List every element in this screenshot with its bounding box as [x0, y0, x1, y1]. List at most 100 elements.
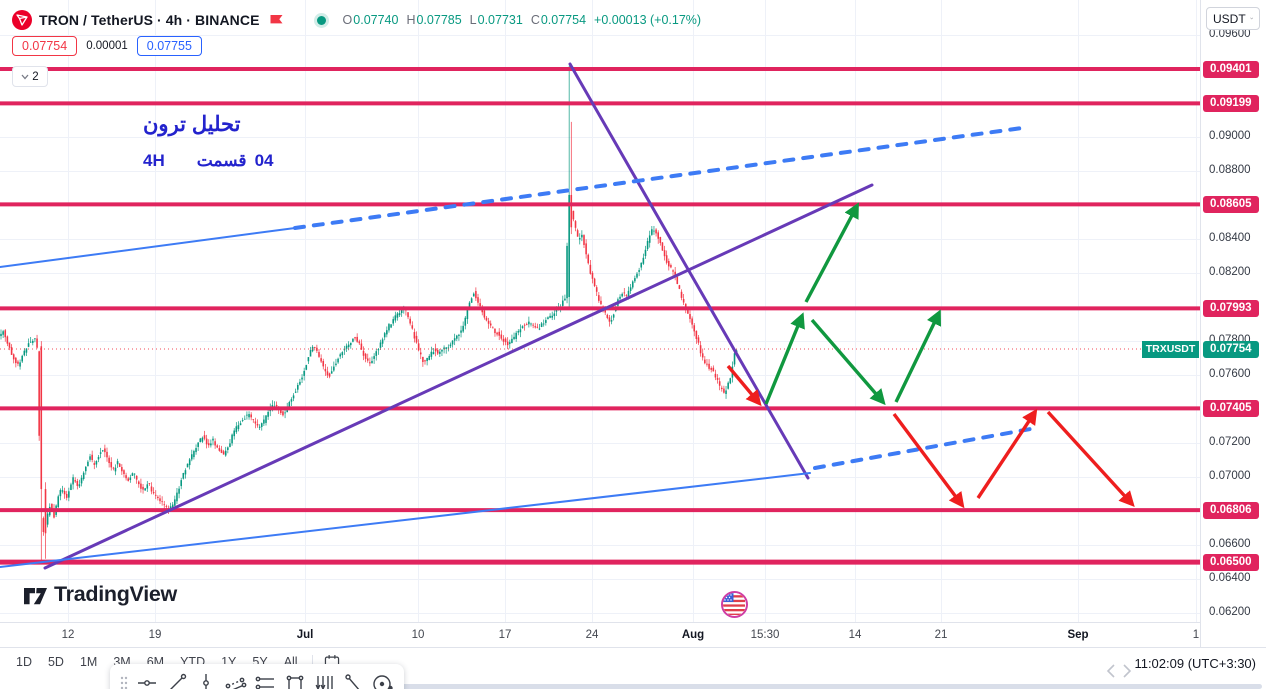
descending-breakdown-trendline[interactable] — [568, 62, 810, 480]
parallel-channel-tool-icon[interactable] — [224, 671, 247, 689]
ellipse-tool-icon[interactable] — [372, 671, 394, 689]
annotation-token-4h: 4H — [143, 151, 165, 170]
level-price-label: 0.07405 — [1203, 399, 1259, 417]
flagged-symbol-icon[interactable] — [269, 14, 284, 27]
range-button-1d[interactable]: 1D — [8, 652, 40, 672]
upper-channel-solid[interactable] — [0, 227, 296, 268]
market-status-icon[interactable] — [316, 15, 326, 25]
bid-ask-row: 0.07754 0.00001 0.07755 — [12, 36, 202, 56]
price-axis[interactable]: USDT 0.09600 0.09000 0.08800 0.08400 0.08200… — [1200, 0, 1266, 647]
price-axis-tick: 0.06600 — [1209, 538, 1251, 551]
tradingview-watermark[interactable]: TradingView — [22, 581, 177, 608]
price-range-tool-icon[interactable] — [283, 671, 305, 689]
price-axis-tick: 0.09000 — [1209, 130, 1251, 143]
chart-canvas[interactable] — [0, 0, 1200, 622]
change-value: +0.00013 (+0.17%) — [594, 13, 702, 27]
level-price-label: 0.09199 — [1203, 94, 1259, 112]
watermark-label: TradingView — [54, 582, 177, 606]
red-arrow-6[interactable] — [892, 412, 965, 509]
price-axis-tick: 0.06200 — [1209, 606, 1251, 619]
annotation-line1: تحلیل ترون — [143, 113, 241, 136]
chevron-left-icon[interactable] — [1106, 664, 1116, 678]
time-axis-tick: Sep — [1067, 629, 1089, 641]
time-axis-tick: 19 — [148, 629, 162, 641]
red-arrow-8[interactable] — [1046, 410, 1135, 508]
vertical-line-tool-icon[interactable] — [195, 671, 217, 689]
time-axis-tick: Jul — [296, 629, 314, 641]
time-axis-tick: 15:30 — [750, 629, 780, 641]
high-label: H — [406, 13, 416, 27]
sell-price-button[interactable]: 0.07754 — [12, 36, 78, 56]
open-value: 0.07740 — [353, 13, 399, 27]
clock[interactable]: 11:02:09 (UTC+3:30) — [1134, 656, 1256, 671]
current-symbol-tag: TRXUSDT — [1142, 340, 1200, 358]
chart-plot-area[interactable]: TradingView TRON / TetherUS · 4h · BINAN… — [0, 0, 1200, 622]
annotation-token-number: 04 — [254, 151, 274, 170]
horizontal-level-lines[interactable] — [0, 67, 1200, 565]
green-arrow-5[interactable] — [894, 309, 942, 403]
clock-time: 11:02:09 — [1134, 656, 1185, 671]
object-tree-toggle-button[interactable]: 2 — [12, 66, 48, 87]
spread-value: 0.00001 — [86, 40, 128, 52]
bottom-toolbar: 1D 5D 1M 3M 6M YTD 1Y 5Y All 11:02:09 (UTC+3:30) — [0, 647, 1266, 689]
economic-calendar-us-flag-icon[interactable] — [721, 591, 748, 618]
projection-arrows[interactable] — [726, 202, 1135, 509]
lower-channel-solid[interactable] — [0, 472, 811, 568]
close-label: C — [530, 13, 540, 27]
price-axis-tick: 0.06400 — [1209, 572, 1251, 585]
ray-tool-icon[interactable] — [342, 671, 364, 689]
annotation-token-word: قسمت — [196, 151, 247, 170]
red-arrow-7[interactable] — [976, 408, 1038, 499]
level-price-label: 0.08605 — [1203, 195, 1259, 213]
red-arrow-1[interactable] — [726, 364, 762, 407]
clock-timezone: (UTC+3:30) — [1187, 656, 1256, 671]
horizontal-ray-tool-icon[interactable] — [254, 671, 276, 689]
price-axis-tick: 0.07600 — [1209, 368, 1251, 381]
trend-line-tool-icon[interactable] — [166, 671, 188, 689]
range-button-5d[interactable]: 5D — [40, 652, 72, 672]
level-price-label: 0.06500 — [1203, 553, 1259, 571]
scale-reset-handles[interactable] — [1106, 664, 1132, 678]
time-axis-tick: Aug — [681, 629, 705, 641]
chevron-down-icon — [21, 74, 29, 79]
time-axis-tick: 12 — [61, 629, 75, 641]
toolbar-drag-handle-icon[interactable] — [118, 671, 129, 689]
floating-drawing-toolbar[interactable] — [110, 664, 404, 689]
price-axis-tick: 0.07000 — [1209, 470, 1251, 483]
price-axis-tick: 0.08200 — [1209, 266, 1251, 279]
close-value: 0.07754 — [540, 13, 587, 27]
price-axis-tick: 0.08400 — [1209, 232, 1251, 245]
ohlc-values: O0.07740 H0.07785 L0.07731 C0.07754 +0.0… — [343, 13, 702, 27]
currency-label: USDT — [1213, 11, 1246, 26]
currency-switch-button[interactable]: USDT — [1206, 7, 1260, 30]
low-label: L — [469, 13, 477, 27]
horizontal-scrollbar[interactable] — [372, 684, 1262, 689]
green-arrow-3[interactable] — [804, 202, 859, 303]
tron-logo-icon[interactable] — [12, 10, 32, 30]
chevron-down-icon — [1249, 17, 1253, 20]
upper-channel-dashed-extension[interactable] — [293, 126, 1024, 230]
ascending-support-trendline[interactable] — [43, 183, 874, 570]
level-price-label: 0.07993 — [1203, 299, 1259, 317]
chevron-right-icon[interactable] — [1122, 664, 1132, 678]
time-axis-tick: 14 — [848, 629, 862, 641]
time-axis-tick: 21 — [934, 629, 948, 641]
time-axis-tick: 1 — [1192, 629, 1200, 641]
green-arrow-2[interactable] — [764, 312, 805, 405]
candlestick-series — [0, 65, 738, 564]
time-axis-tick: 17 — [498, 629, 512, 641]
chart-text-annotation[interactable]: تحلیل ترون 4H قسمت 04 — [143, 112, 273, 171]
green-arrow-4[interactable] — [810, 318, 886, 406]
lower-channel-dashed-extension[interactable] — [813, 426, 1038, 470]
horizontal-line-tool-icon[interactable] — [136, 671, 158, 689]
buy-price-button[interactable]: 0.07755 — [136, 36, 202, 56]
level-price-label: 0.06806 — [1203, 501, 1259, 519]
symbol-header: TRON / TetherUS · 4h · BINANCE O0.07740 … — [12, 8, 701, 32]
low-value: 0.07731 — [477, 13, 523, 27]
open-label: O — [342, 13, 353, 27]
symbol-title[interactable]: TRON / TetherUS · 4h · BINANCE — [39, 12, 260, 28]
range-button-1m[interactable]: 1M — [72, 652, 105, 672]
forecast-tool-icon[interactable] — [313, 671, 335, 689]
time-axis[interactable]: 12 19 Jul 10 17 24 Aug 15:30 14 21 Sep 1 — [0, 622, 1200, 648]
